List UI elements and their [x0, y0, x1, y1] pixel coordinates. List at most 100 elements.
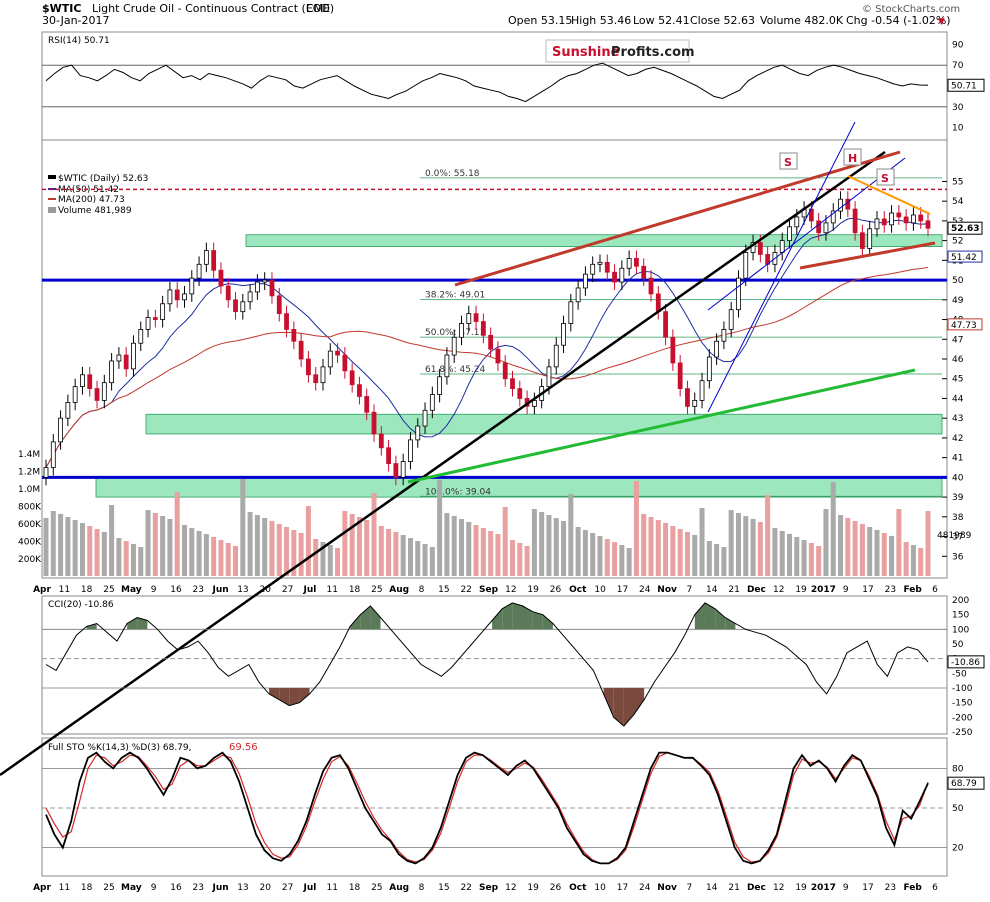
- candle-body: [546, 366, 552, 388]
- sto-panel-frame: [41, 737, 948, 877]
- cci-tick-label: -50: [952, 669, 967, 679]
- volume-bar: [123, 541, 129, 576]
- volume-bar: [757, 522, 763, 576]
- price-x-label: Sep: [479, 585, 499, 595]
- volume-bar: [765, 495, 771, 576]
- candle-body: [306, 358, 311, 376]
- sto-x-label: 25: [371, 883, 382, 893]
- volume-bar: [568, 494, 574, 576]
- volume-tick-label: 1.2M: [18, 468, 40, 478]
- volume-bar: [480, 528, 486, 576]
- sto-x-label: 2017: [811, 883, 836, 893]
- rsi-last-label: 50.71: [951, 81, 977, 91]
- sto-x-label: 10: [594, 883, 606, 893]
- candle-body: [619, 267, 625, 283]
- price-x-label: 22: [460, 585, 471, 595]
- candle-body: [874, 218, 880, 230]
- price-x-label: 12: [505, 585, 516, 595]
- volume-bar: [203, 534, 209, 576]
- candle-body: [298, 340, 304, 360]
- price-x-label: 23: [885, 585, 896, 595]
- volume-bar: [130, 544, 136, 576]
- ma200-line: [45, 267, 929, 468]
- volume-tick-label: 1.4M: [18, 450, 40, 460]
- ma200-last-box: [947, 318, 983, 331]
- candle-body: [925, 220, 931, 229]
- candle-body: [510, 378, 515, 389]
- volume-bar: [50, 511, 56, 576]
- price-x-label: 21: [728, 585, 739, 595]
- candle-body: [65, 401, 71, 419]
- volume-bar: [240, 479, 246, 576]
- price-x-label: 25: [371, 585, 382, 595]
- pattern-label: H: [848, 152, 857, 165]
- cci-pos-fill: [86, 623, 97, 630]
- candle-body: [357, 384, 362, 397]
- legend-price: $WTIC (Daily) 52.63: [58, 174, 148, 184]
- candle-body: [677, 362, 683, 389]
- black-trend-line: [0, 150, 886, 777]
- cci-pos-fill: [694, 602, 705, 630]
- cci-pos-fill: [492, 608, 503, 630]
- volume-bar: [378, 526, 384, 576]
- ma50-last-label: 51.42: [951, 253, 977, 263]
- candle-body: [553, 344, 559, 368]
- sto-x-label: Jun: [212, 883, 229, 893]
- cci-tick-label: -100: [952, 684, 973, 694]
- price-x-label: 16: [170, 585, 182, 595]
- sto-x-label: Apr: [33, 883, 51, 893]
- cci-pos-fill: [137, 617, 148, 630]
- sto-x-label: 27: [282, 883, 293, 893]
- cci-pos-fill: [522, 605, 533, 630]
- legend-ma50: MA(50) 51.42: [58, 185, 119, 195]
- volume-bar: [539, 512, 545, 576]
- price-x-label: Oct: [569, 585, 587, 595]
- sto-x-label: Jul: [302, 883, 316, 893]
- legend-volume: Volume 481,989: [58, 206, 132, 216]
- candle-body: [466, 313, 472, 324]
- price-tick-label: 36: [952, 552, 964, 562]
- candle-body: [58, 417, 63, 443]
- sto-x-label: Aug: [389, 883, 409, 893]
- sto-x-label: 13: [237, 883, 248, 893]
- volume-bar: [342, 511, 348, 576]
- candle-body: [80, 374, 85, 388]
- volume-tick-label: 200K: [18, 555, 42, 565]
- cci-tick-label: -150: [952, 699, 973, 709]
- price-last-box: [947, 221, 983, 235]
- volume-bar: [910, 545, 916, 576]
- candle-body: [626, 257, 632, 269]
- volume-bar: [531, 509, 537, 576]
- volume-bar: [189, 528, 195, 576]
- sto-x-label: 16: [170, 883, 182, 893]
- cci-neg-fill: [634, 688, 645, 715]
- candle-body: [867, 228, 873, 249]
- cci-pos-fill: [715, 608, 726, 630]
- volume-bar: [808, 543, 814, 576]
- volume-bar: [473, 525, 479, 576]
- price-x-label: Nov: [657, 585, 677, 595]
- volume-bar: [830, 482, 836, 576]
- candle-body: [211, 250, 217, 271]
- volume-bar: [422, 544, 428, 576]
- rsi-tick-label: 90: [952, 40, 964, 50]
- candle-body: [757, 242, 763, 255]
- candle-body: [240, 301, 246, 313]
- candle-body: [575, 287, 581, 303]
- sto-x-label: 23: [193, 883, 204, 893]
- chart-date: 30-Jan-2017: [42, 14, 110, 27]
- candle-body: [174, 289, 180, 301]
- volume-bar: [743, 516, 749, 576]
- volume-bar: [79, 523, 85, 576]
- candle-body: [648, 277, 654, 295]
- volume-bar: [65, 517, 71, 576]
- price-x-label: 20: [260, 585, 272, 595]
- price-x-label: 24: [639, 585, 651, 595]
- candle-body: [597, 261, 603, 265]
- support-zone: [95, 476, 943, 498]
- candle-body: [838, 198, 843, 212]
- rsi-line: [45, 62, 929, 103]
- volume-bar: [167, 519, 173, 576]
- candle-body: [714, 340, 720, 358]
- volume-bar: [429, 547, 435, 576]
